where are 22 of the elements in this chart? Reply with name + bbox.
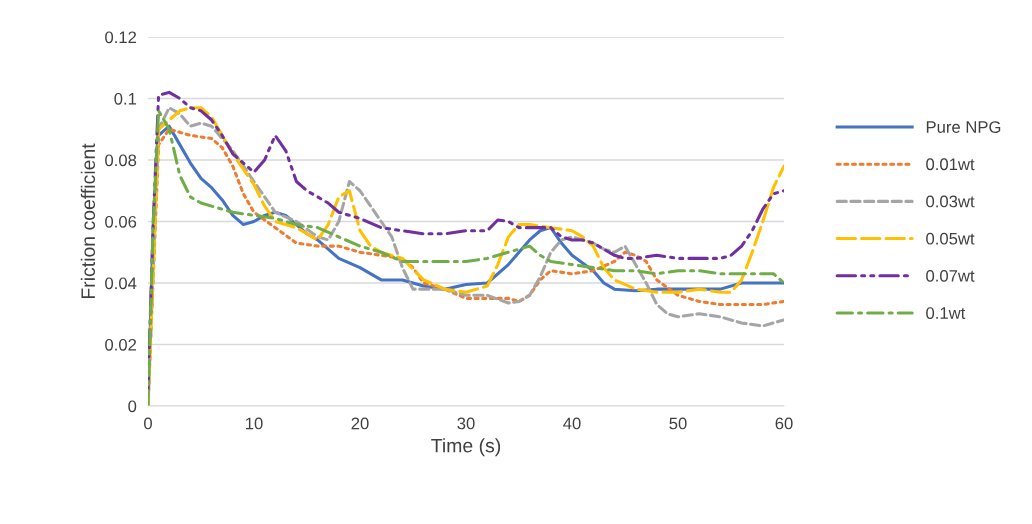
y-tick-label: 0.04: [105, 277, 137, 290]
x-tick-label: 30: [457, 417, 475, 430]
legend-label: Pure NPG: [926, 121, 1001, 133]
x-tick-label: 60: [775, 417, 793, 430]
legend-label: 0.1wt: [926, 307, 966, 319]
x-tick-label: 20: [351, 417, 369, 430]
y-tick-label: 0.02: [105, 338, 137, 351]
y-tick-label: 0: [128, 400, 137, 413]
y-tick-label: 0.08: [105, 154, 137, 167]
y-tick-label: 0.06: [105, 215, 137, 228]
legend-label: 0.05wt: [926, 232, 975, 245]
x-axis-title: Time (s): [431, 438, 501, 457]
x-tick-label: 40: [563, 417, 581, 430]
y-tick-label: 0.1: [114, 92, 137, 105]
y-tick-label: 0.12: [105, 31, 137, 44]
x-tick-label: 10: [246, 417, 263, 430]
legend-label: 0.07wt: [926, 269, 975, 282]
y-axis-title: Friction coefficient: [80, 143, 96, 299]
legend-label: 0.03wt: [926, 195, 975, 208]
legend-label: 0.01wt: [926, 158, 975, 171]
x-tick-label: 50: [669, 417, 687, 430]
x-tick-label: 0: [144, 417, 152, 430]
